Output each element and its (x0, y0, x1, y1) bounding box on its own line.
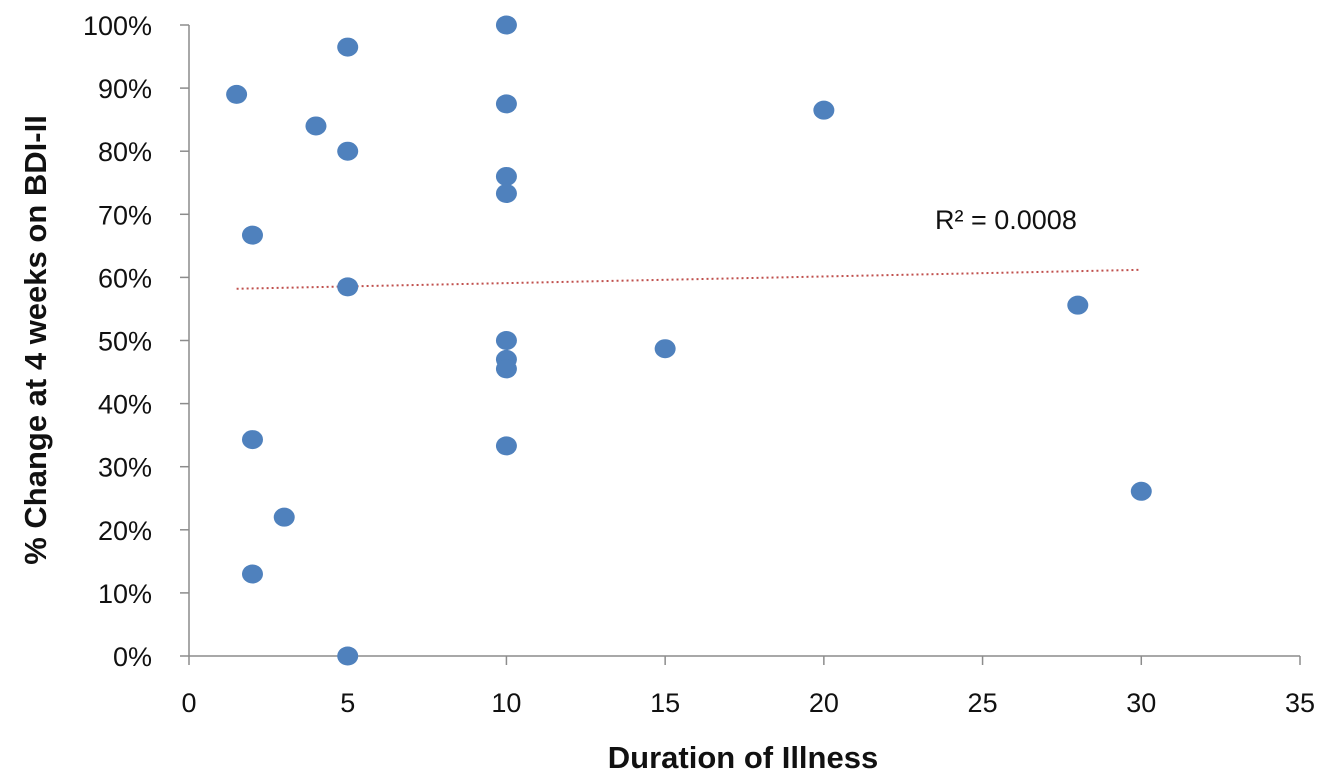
data-point (337, 646, 359, 666)
data-point (495, 359, 517, 379)
data-point (495, 331, 517, 350)
data-point (495, 183, 517, 203)
data-point (273, 507, 295, 527)
y-tick-label: 100% (83, 11, 152, 41)
x-tick-label: 0 (181, 688, 196, 718)
data-point (1067, 295, 1089, 315)
data-point (495, 436, 517, 456)
x-tick-label: 35 (1285, 688, 1315, 718)
data-point (495, 15, 517, 35)
y-tick-label: 20% (98, 516, 152, 546)
axes (188, 25, 1300, 657)
data-point (495, 94, 517, 114)
x-tick-label: 10 (491, 688, 521, 718)
data-point (241, 225, 263, 245)
x-axis-title: Duration of Illness (608, 740, 878, 774)
data-point (305, 116, 327, 136)
data-points (226, 15, 1152, 666)
y-tick-label: 70% (98, 200, 152, 230)
data-point (241, 430, 263, 450)
y-tick-label: 10% (98, 579, 152, 609)
data-point (337, 141, 359, 161)
x-tick-label: 30 (1126, 688, 1156, 718)
data-point (1130, 481, 1152, 501)
data-point (813, 100, 835, 120)
trendline-layer (236, 268, 1142, 290)
data-point (654, 339, 676, 359)
data-point (337, 277, 359, 297)
data-point (241, 564, 263, 584)
x-tick-label: 15 (650, 688, 680, 718)
y-tick-label: 30% (98, 453, 152, 483)
y-tick-label: 40% (98, 390, 152, 420)
y-axis-ticks: 0% 10% 20% 30% 40% 50% 60% 70% 80% 90% 100% (83, 11, 189, 672)
y-tick-label: 90% (98, 74, 152, 104)
y-tick-label: 60% (98, 263, 152, 293)
data-point (495, 166, 517, 186)
x-axis-ticks: 0 5 10 15 20 25 30 35 (181, 656, 1315, 718)
data-point (337, 37, 359, 57)
x-tick-label: 20 (809, 688, 839, 718)
r-squared-annotation: R² = 0.0008 (935, 205, 1077, 235)
y-tick-label: 50% (98, 327, 152, 357)
trendline (236, 268, 1142, 290)
data-point (226, 84, 248, 104)
y-tick-label: 80% (98, 137, 152, 167)
x-tick-label: 5 (340, 688, 355, 718)
x-tick-label: 25 (968, 688, 998, 718)
y-tick-label: 0% (113, 642, 152, 672)
y-axis-title: % Change at 4 weeks on BDI-II (18, 115, 53, 565)
